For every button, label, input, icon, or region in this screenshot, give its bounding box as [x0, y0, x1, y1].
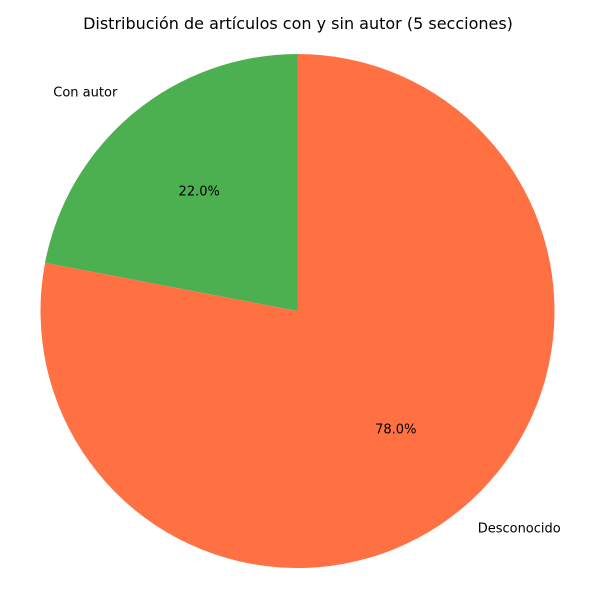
slice-label: Desconocido	[478, 521, 561, 536]
slice-percent-label: 78.0%	[375, 422, 416, 437]
pie-labels: Con autor 22.0% Desconocido 78.0%	[53, 86, 561, 537]
chart-title: Distribución de artículos con y sin auto…	[83, 14, 513, 33]
slice-percent-label: 22.0%	[179, 185, 220, 200]
pie-slice-desconocido	[40, 54, 555, 568]
pie-slices	[40, 54, 555, 568]
pie-slice-con-autor	[45, 54, 298, 311]
slice-label: Con autor	[53, 86, 118, 101]
